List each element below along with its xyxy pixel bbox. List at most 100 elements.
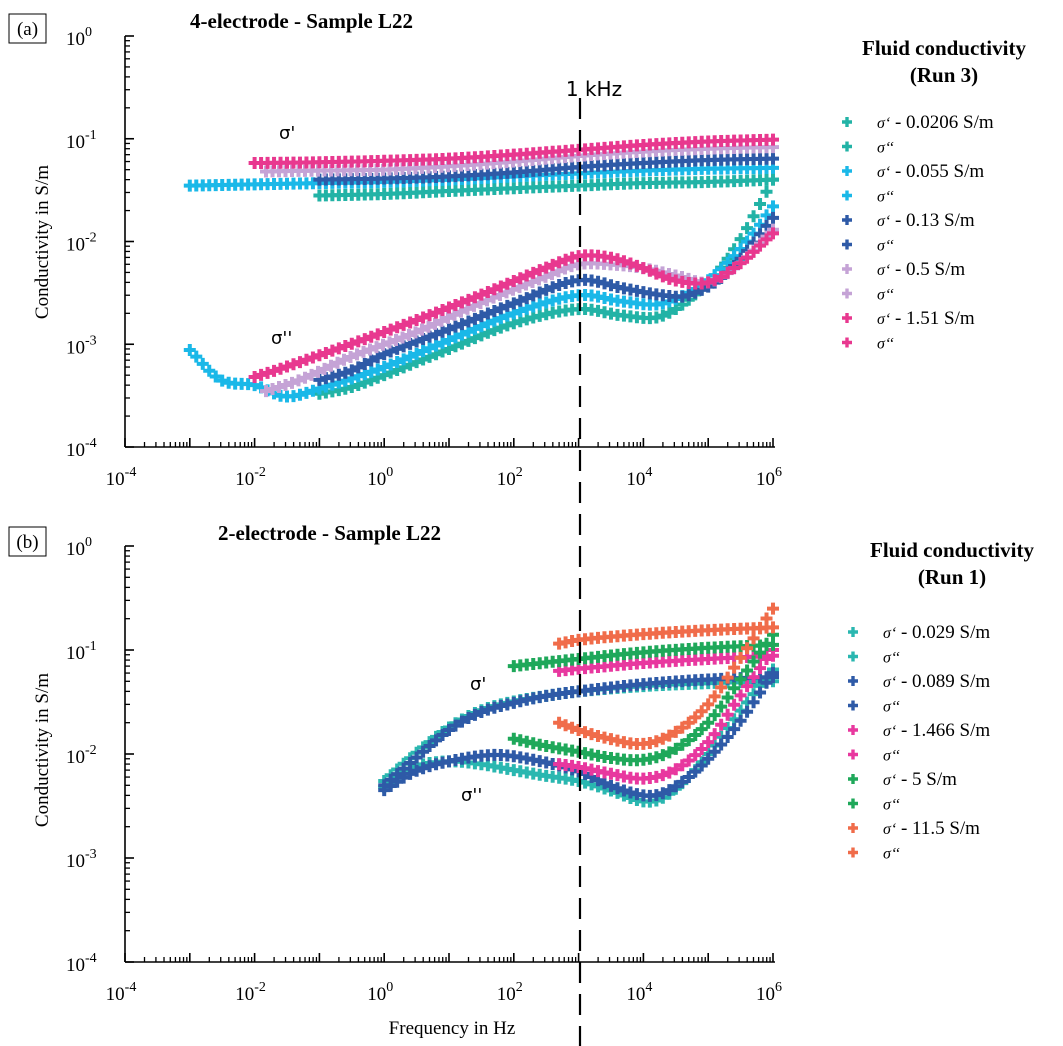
series-real-11.5Sm	[553, 621, 779, 650]
data-point	[527, 311, 540, 324]
data-point	[734, 257, 747, 270]
data-point	[617, 309, 630, 322]
data-point	[540, 261, 553, 274]
data-point	[637, 646, 650, 659]
data-point	[617, 736, 630, 749]
data-point	[533, 286, 546, 299]
data-point	[728, 134, 741, 147]
data-point	[721, 721, 734, 734]
data-point	[579, 652, 592, 665]
data-point	[734, 134, 747, 147]
data-point	[430, 348, 443, 361]
data-point	[630, 628, 643, 641]
data-point	[643, 176, 656, 189]
data-point	[248, 379, 261, 392]
data-point	[281, 156, 293, 169]
data-point	[222, 178, 235, 191]
data-point	[468, 757, 481, 770]
legend-marker	[842, 117, 852, 127]
data-point	[630, 145, 643, 158]
data-point	[242, 178, 255, 191]
data-point	[715, 623, 728, 636]
data-point	[650, 156, 663, 169]
data-point	[507, 317, 520, 330]
data-point	[734, 233, 747, 246]
data-point	[397, 771, 410, 784]
data-point	[448, 159, 461, 172]
data-point	[514, 165, 527, 178]
data-point	[728, 661, 741, 674]
data-point	[708, 162, 721, 175]
data-point	[656, 309, 669, 322]
data-point	[754, 141, 767, 154]
data-point	[268, 364, 281, 377]
data-point	[585, 303, 598, 316]
data-point	[643, 627, 656, 640]
data-point	[754, 174, 767, 187]
data-point	[617, 146, 630, 159]
data-point	[423, 740, 436, 753]
data-point	[695, 135, 708, 148]
data-point	[630, 297, 643, 310]
data-point	[292, 164, 305, 177]
data-point	[715, 142, 728, 155]
data-point	[443, 185, 455, 198]
y-tick-label: 10-4	[66, 436, 97, 461]
data-point	[604, 733, 617, 746]
data-point	[501, 749, 514, 762]
data-point	[682, 734, 695, 747]
data-point	[559, 654, 572, 667]
x-tick-label: 104	[626, 980, 652, 1005]
data-point	[682, 176, 695, 189]
data-point	[358, 188, 371, 201]
data-point	[559, 276, 572, 289]
data-point	[572, 303, 585, 316]
data-point	[443, 323, 455, 336]
data-point	[300, 353, 313, 366]
data-point	[669, 137, 682, 150]
data-point	[248, 157, 261, 170]
data-point	[682, 625, 695, 638]
data-point	[676, 625, 689, 638]
data-point	[383, 336, 396, 349]
data-point	[559, 687, 572, 700]
data-point	[578, 149, 591, 162]
data-point	[339, 374, 352, 387]
data-point	[598, 650, 611, 663]
data-point	[449, 331, 462, 344]
data-point	[592, 650, 605, 663]
data-point	[605, 279, 617, 292]
data-point	[409, 162, 422, 175]
data-point	[702, 142, 715, 155]
data-point	[734, 141, 747, 154]
data-point	[669, 780, 682, 793]
data-point	[507, 750, 520, 763]
data-point	[260, 165, 273, 178]
data-point	[630, 259, 643, 272]
data-point	[449, 184, 462, 197]
data-point	[553, 771, 566, 784]
data-point	[728, 162, 741, 175]
data-point	[501, 319, 514, 332]
data-point	[397, 154, 410, 167]
data-point	[455, 159, 468, 172]
data-point	[676, 654, 689, 667]
data-point	[579, 160, 592, 173]
data-point	[591, 660, 604, 673]
data-point	[527, 266, 540, 279]
data-point	[266, 165, 279, 178]
data-point	[676, 738, 689, 751]
data-point	[442, 160, 455, 173]
data-point	[689, 653, 702, 666]
data-point	[397, 318, 410, 331]
data-point	[416, 161, 429, 174]
data-point	[365, 188, 378, 201]
data-point	[279, 165, 292, 178]
data-point	[702, 175, 715, 188]
data-point	[585, 274, 598, 287]
data-point	[630, 772, 643, 785]
data-point	[572, 250, 585, 263]
data-point	[255, 156, 268, 169]
data-point	[767, 211, 779, 224]
data-point	[669, 643, 682, 656]
